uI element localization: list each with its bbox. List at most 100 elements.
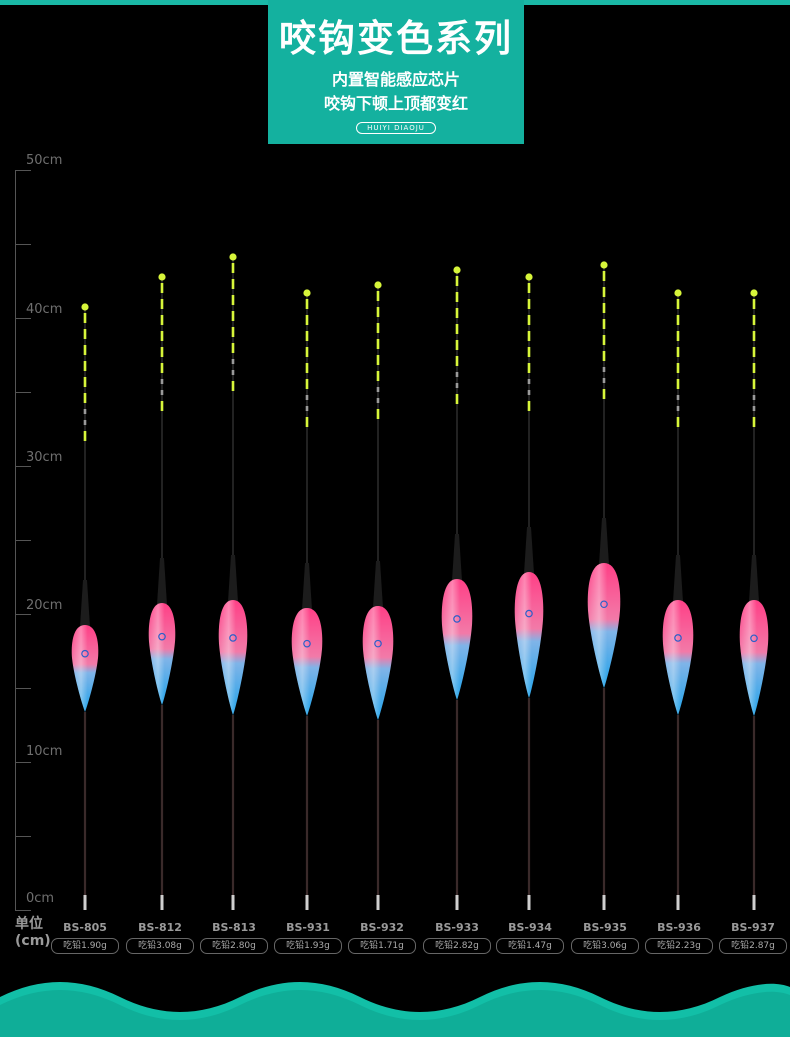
float-tip-segment xyxy=(231,279,235,289)
float-tip-segment xyxy=(160,390,164,395)
ruler-tick xyxy=(15,392,31,393)
float-tip-segment xyxy=(376,355,380,365)
float-neck xyxy=(673,555,683,602)
float-tip-segment xyxy=(752,395,756,400)
ruler-tick xyxy=(15,540,31,541)
model-label: BS-935 xyxy=(583,921,627,934)
brand-logo-icon xyxy=(158,632,166,641)
model-label: BS-932 xyxy=(360,921,404,934)
model-label: BS-805 xyxy=(63,921,107,934)
float-tip-segment xyxy=(160,347,164,357)
float-neck xyxy=(228,555,238,602)
unit-label-line2: (cm) xyxy=(15,933,51,949)
model-label: BS-934 xyxy=(508,921,552,934)
float-stem-tip xyxy=(527,895,531,910)
float-tip-segment xyxy=(752,363,756,373)
float-neck xyxy=(302,563,312,610)
brand-logo-icon xyxy=(81,649,89,658)
float-stem-tip xyxy=(602,895,606,910)
float-neck xyxy=(524,527,534,574)
float-body-shine xyxy=(71,625,99,712)
weight-badge: 吃铅1.47g xyxy=(496,938,564,954)
float-tip-segment xyxy=(676,379,680,389)
float-tip-segment xyxy=(160,331,164,341)
ruler-tick xyxy=(15,244,31,245)
float-neck xyxy=(157,558,167,605)
float-tip-segment xyxy=(752,347,756,357)
ruler-label-0: 0cm xyxy=(26,891,55,906)
title-banner: 咬钩变色系列 内置智能感应芯片 咬钩下顿上顶都变红 HUIYI DIAOJU xyxy=(268,0,524,144)
float-tip-segment xyxy=(455,308,459,318)
float-tip-ball xyxy=(453,266,461,274)
float-tip-segment xyxy=(305,363,309,373)
float-tip-segment xyxy=(231,311,235,321)
float-tip-segment xyxy=(376,307,380,317)
float-tip-segment xyxy=(160,283,164,293)
float-tip-segment xyxy=(83,361,87,371)
bottom-wave-decoration xyxy=(0,982,790,1037)
brand-logo-icon xyxy=(674,634,682,642)
float-body-shine xyxy=(441,579,473,700)
float-tip-segment xyxy=(602,378,606,383)
float-tip-segment xyxy=(455,383,459,388)
float-tip-segment xyxy=(676,406,680,411)
float-tip-segment xyxy=(305,417,309,427)
float-tip-segment xyxy=(676,417,680,427)
float-neck xyxy=(80,580,90,627)
brand-logo-icon xyxy=(374,639,382,648)
float-tip-segment xyxy=(231,381,235,391)
float-tip-segment xyxy=(305,299,309,309)
brand-logo-icon xyxy=(453,615,461,623)
float-tip-segment xyxy=(455,324,459,334)
float-tip-segment xyxy=(527,363,531,373)
float-tip-segment xyxy=(527,331,531,341)
float-tip-segment xyxy=(602,335,606,345)
float-tip-segment xyxy=(752,299,756,309)
float-tip-segment xyxy=(455,372,459,377)
float-tip-ball xyxy=(600,261,608,269)
float-tip-segment xyxy=(160,299,164,309)
float-tip-segment xyxy=(231,343,235,353)
float-tip-segment xyxy=(455,340,459,350)
brand-logo-icon xyxy=(750,634,758,643)
float-tip-segment xyxy=(602,303,606,313)
float-tip-segment xyxy=(752,406,756,411)
brand-logo-icon xyxy=(303,639,311,648)
float-tip-segment xyxy=(752,331,756,341)
model-label: BS-933 xyxy=(435,921,479,934)
float-tip-segment xyxy=(602,351,606,361)
brand-logo-icon xyxy=(600,600,608,609)
weight-badge: 吃铅2.87g xyxy=(719,938,787,954)
float-tip-segment xyxy=(455,292,459,302)
float-tip-segment xyxy=(376,409,380,419)
float-tip-segment xyxy=(455,356,459,366)
float-stem-tip xyxy=(305,895,309,910)
float-tip-segment xyxy=(83,420,87,425)
float-body-shine xyxy=(662,600,694,715)
weight-badge: 吃铅2.80g xyxy=(200,938,268,954)
ruler-label-10: 10cm xyxy=(26,744,63,759)
float-tip-segment xyxy=(455,276,459,286)
float-tip-segment xyxy=(376,387,380,392)
ruler-label-30: 30cm xyxy=(26,450,63,465)
banner-subtitle-line1: 内置智能感应芯片 xyxy=(331,70,460,89)
ruler-tick xyxy=(15,910,31,911)
brand-pill: HUIYI DIAOJU xyxy=(356,122,436,134)
float-tip-segment xyxy=(83,377,87,387)
model-label: BS-937 xyxy=(731,921,775,934)
float-body-shine xyxy=(587,563,621,688)
float-tip-segment xyxy=(305,406,309,411)
float-tip-segment xyxy=(676,315,680,325)
float-tip-ball xyxy=(750,289,758,297)
banner-title: 咬钩变色系列 xyxy=(279,17,513,60)
float-tip-segment xyxy=(305,347,309,357)
model-label: BS-812 xyxy=(138,921,182,934)
unit-label-line1: 单位 xyxy=(15,916,43,932)
float-tip-segment xyxy=(231,359,235,364)
float-tip-segment xyxy=(676,347,680,357)
weight-badge: 吃铅1.71g xyxy=(348,938,416,954)
float-tip-segment xyxy=(376,371,380,381)
float-tip-ball xyxy=(229,253,237,261)
ruler-tick xyxy=(15,836,31,837)
